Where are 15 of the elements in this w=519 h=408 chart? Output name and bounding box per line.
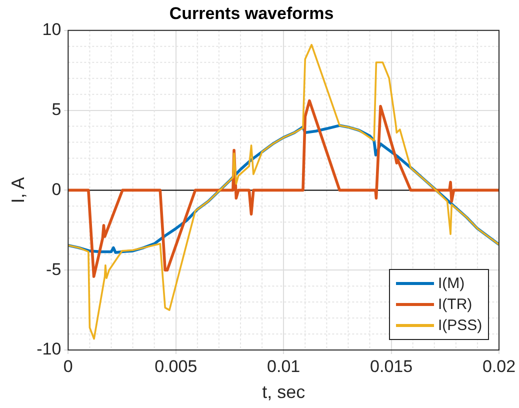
y-tick-label: 0	[52, 180, 62, 199]
legend-label: I(M)	[438, 275, 465, 292]
legend-label: I(PSS)	[438, 317, 482, 334]
x-tick-label: 0.015	[370, 356, 413, 376]
x-axis-title: t, sec	[262, 382, 306, 402]
x-tick-label: 0.005	[154, 356, 198, 376]
x-tick-label: 0.01	[267, 356, 300, 376]
y-tick-label: -10	[36, 340, 62, 359]
x-tick-label: 0.02	[482, 356, 516, 376]
y-axis-title: I, A	[8, 177, 28, 204]
legend-label: I(TR)	[438, 296, 472, 313]
chart-title: Currents waveforms	[169, 4, 334, 23]
y-tick-label: 5	[52, 100, 62, 119]
y-tick-label: -5	[46, 260, 62, 279]
y-tick-label: 10	[42, 20, 62, 40]
